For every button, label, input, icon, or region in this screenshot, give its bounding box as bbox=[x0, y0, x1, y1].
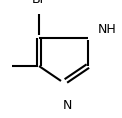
Text: N: N bbox=[62, 99, 72, 112]
Text: Br: Br bbox=[32, 0, 46, 6]
Text: NH: NH bbox=[98, 23, 117, 36]
